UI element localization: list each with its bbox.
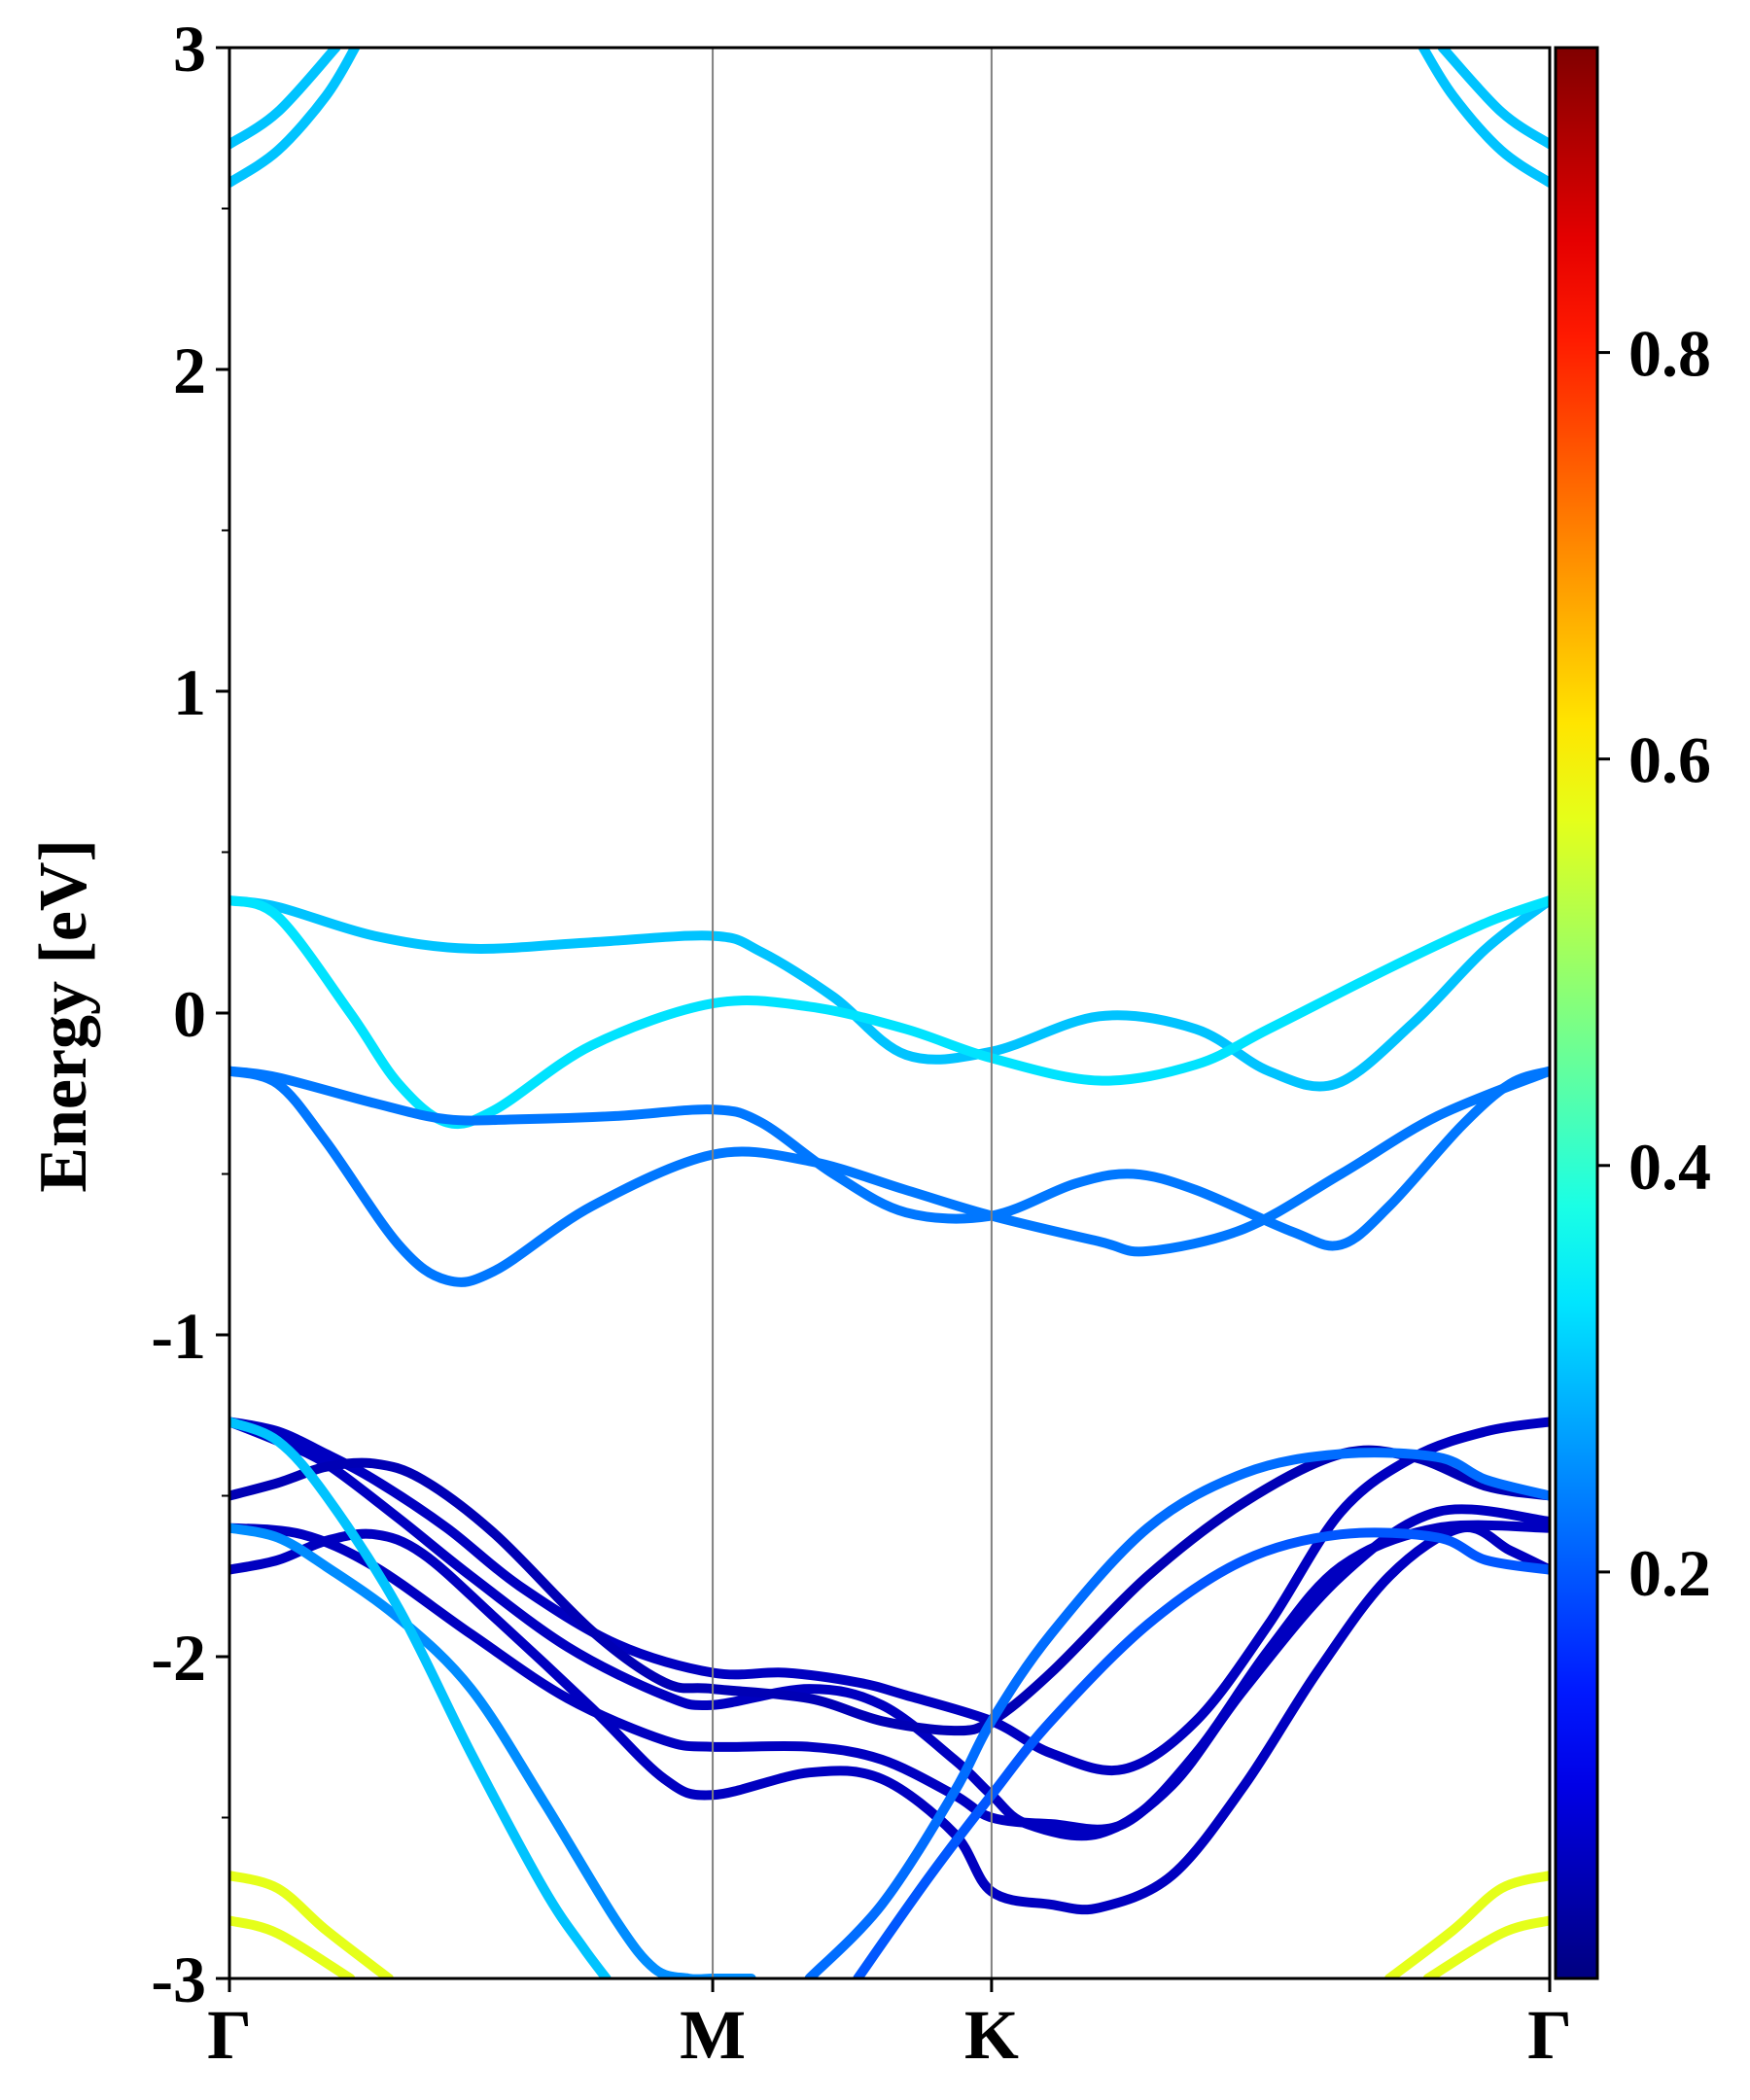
band-line-7 [229,1066,1550,1251]
colorbar-tick-label: 0.8 [1628,317,1711,391]
band-line-5 [229,895,1550,1092]
colorbar-tick-label: 0.4 [1628,1130,1711,1204]
x-tick-label-4: Γ [1527,1996,1572,2074]
band-line-9 [229,1417,1550,1775]
band-line-8 [229,1066,1550,1287]
band-line-12 [229,1520,1550,1835]
y-axis-ticks: -3 -2 -1 0 1 2 3 [151,12,229,2016]
band-line-18 [229,1871,394,1978]
band-line-13 [229,1522,1550,1915]
band-line-6 [229,895,1550,1130]
y-tick-label: 0 [173,977,206,1051]
y-axis-label: Energy [eV] [26,839,101,1193]
band-line-16 [804,1448,1550,1978]
y-tick-label: 1 [173,655,206,729]
high-symmetry-lines [712,48,993,1978]
colorbar: 0.2 0.4 0.6 0.8 [1554,46,1711,1980]
band-line-3 [1418,48,1550,188]
band-line-21 [1422,1915,1550,1978]
band-line-4 [1437,48,1550,150]
y-tick-label: -3 [151,1942,206,2016]
y-tick-label: 3 [173,12,206,86]
band-line-14 [229,1522,756,1978]
x-tick-label-2: M [680,1996,746,2074]
band-line-10 [229,1417,1550,1841]
band-line-17 [853,1527,1550,1978]
y-tick-label: -2 [151,1621,206,1695]
colorbar-ticks: 0.2 0.4 0.6 0.8 [1597,317,1711,1610]
colorbar-gradient [1554,46,1599,1980]
band-line-20 [1384,1871,1550,1978]
colorbar-tick-label: 0.6 [1628,723,1711,797]
x-tick-label-3: K [964,1996,1019,2074]
y-tick-label: -1 [151,1299,206,1373]
band-line-2 [229,48,341,150]
band-line-1 [229,48,361,188]
x-tick-label-1: Γ [207,1996,252,2074]
colorbar-tick-label: 0.2 [1628,1536,1711,1610]
band-line-15 [229,1417,612,1978]
band-lines [229,48,1550,1978]
band-line-19 [229,1915,356,1978]
y-tick-label: 2 [173,333,206,407]
